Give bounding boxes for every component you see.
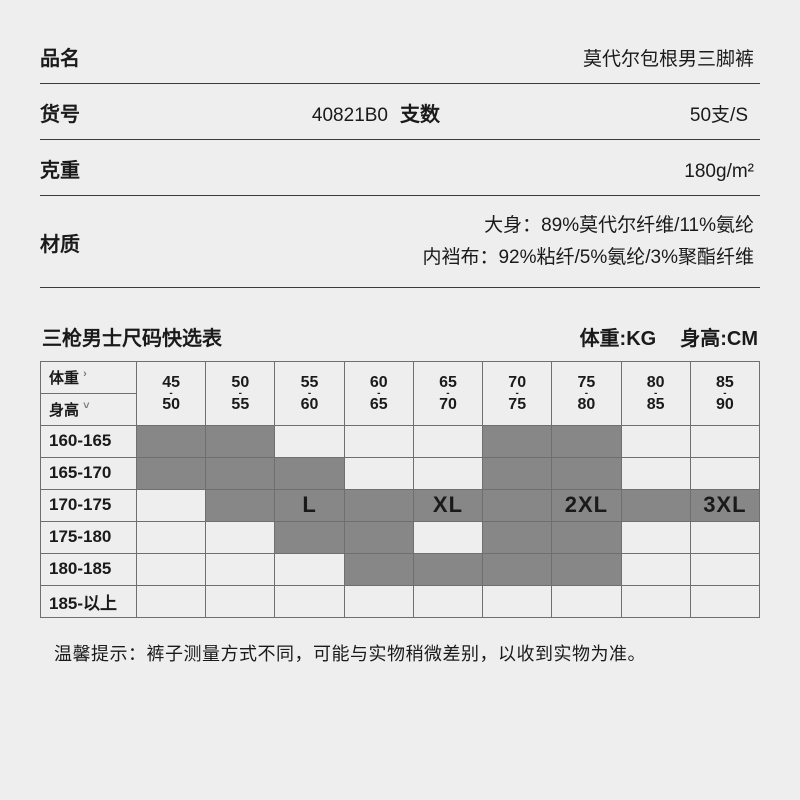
spec-row-weight: 克重 180g/m² [40, 140, 760, 196]
col-weight-0: 45-50 [137, 361, 206, 425]
spec-value-material: 大身：89%莫代尔纤维/11%氨纶 内裆布：92%粘纤/5%氨纶/3%聚酯纤维 [80, 210, 760, 275]
cell-1-3 [344, 457, 413, 489]
cell-5-4 [413, 585, 482, 617]
spec-value-weight: 180g/m² [80, 161, 760, 183]
col-weight-7: 80-85 [621, 361, 690, 425]
cell-1-2 [275, 457, 344, 489]
cell-4-6 [552, 553, 621, 585]
spec-row-name: 品名 莫代尔包根男三脚裤 [40, 28, 760, 84]
cell-5-8 [690, 585, 759, 617]
col-weight-8: 85-90 [690, 361, 759, 425]
col-weight-4: 65-70 [413, 361, 482, 425]
size-chart: 三枪男士尺码快选表 体重:KG 身高:CM 体重 ›45-5050-5555-6… [40, 322, 760, 618]
cell-2-1 [206, 489, 275, 521]
cell-2-6: 2XL [552, 489, 621, 521]
spec-row-sku-count: 货号 40821B0 支数 50支/S [40, 84, 760, 140]
spec-value-sku: 40821B0 [80, 105, 400, 127]
spec-label-material: 材质 [40, 228, 80, 257]
spec-label-count: 支数 [400, 98, 440, 127]
cell-1-8 [690, 457, 759, 489]
size-chart-header: 三枪男士尺码快选表 体重:KG 身高:CM [40, 322, 760, 361]
spec-value-count: 50支/S [440, 100, 760, 127]
unit-weight: 体重:KG [580, 322, 657, 351]
col-weight-2: 55-60 [275, 361, 344, 425]
cell-3-8 [690, 521, 759, 553]
corner-height: 身高 ˅ [41, 393, 137, 425]
cell-0-8 [690, 425, 759, 457]
corner-weight: 体重 › [41, 361, 137, 393]
cell-4-2 [275, 553, 344, 585]
cell-5-2 [275, 585, 344, 617]
cell-0-1 [206, 425, 275, 457]
row-height-5: 185-以上 [41, 585, 137, 617]
col-weight-5: 70-75 [483, 361, 552, 425]
cell-3-6 [552, 521, 621, 553]
cell-0-7 [621, 425, 690, 457]
cell-4-0 [137, 553, 206, 585]
cell-4-8 [690, 553, 759, 585]
spec-label-name: 品名 [40, 42, 80, 71]
cell-5-3 [344, 585, 413, 617]
cell-4-5 [483, 553, 552, 585]
spec-label-weight: 克重 [40, 154, 80, 183]
cell-2-0 [137, 489, 206, 521]
size-chart-title: 三枪男士尺码快选表 [42, 322, 222, 351]
row-height-4: 180-185 [41, 553, 137, 585]
cell-1-7 [621, 457, 690, 489]
cell-2-8: 3XL [690, 489, 759, 521]
row-height-3: 175-180 [41, 521, 137, 553]
unit-height: 身高:CM [680, 322, 758, 351]
cell-5-7 [621, 585, 690, 617]
cell-5-0 [137, 585, 206, 617]
cell-0-3 [344, 425, 413, 457]
cell-3-0 [137, 521, 206, 553]
cell-2-4: XL [413, 489, 482, 521]
spec-row-material: 材质 大身：89%莫代尔纤维/11%氨纶 内裆布：92%粘纤/5%氨纶/3%聚酯… [40, 196, 760, 288]
cell-2-5 [483, 489, 552, 521]
col-weight-6: 75-80 [552, 361, 621, 425]
cell-5-6 [552, 585, 621, 617]
cell-4-7 [621, 553, 690, 585]
cell-4-1 [206, 553, 275, 585]
row-height-2: 170-175 [41, 489, 137, 521]
col-weight-3: 60-65 [344, 361, 413, 425]
cell-0-0 [137, 425, 206, 457]
row-height-1: 165-170 [41, 457, 137, 489]
cell-1-6 [552, 457, 621, 489]
cell-5-5 [483, 585, 552, 617]
row-height-0: 160-165 [41, 425, 137, 457]
cell-3-4 [413, 521, 482, 553]
cell-1-1 [206, 457, 275, 489]
cell-1-0 [137, 457, 206, 489]
cell-3-3 [344, 521, 413, 553]
cell-3-5 [483, 521, 552, 553]
cell-0-4 [413, 425, 482, 457]
cell-4-4 [413, 553, 482, 585]
material-line1: 大身：89%莫代尔纤维/11%氨纶 [80, 210, 754, 242]
cell-4-3 [344, 553, 413, 585]
size-table: 体重 ›45-5050-5555-6060-6565-7070-7575-808… [40, 361, 760, 618]
cell-2-2: L [275, 489, 344, 521]
cell-2-7 [621, 489, 690, 521]
cell-0-6 [552, 425, 621, 457]
footnote: 温馨提示：裤子测量方式不同，可能与实物稍微差别，以收到实物为准。 [40, 640, 760, 666]
col-weight-1: 50-55 [206, 361, 275, 425]
cell-3-1 [206, 521, 275, 553]
cell-0-5 [483, 425, 552, 457]
cell-3-7 [621, 521, 690, 553]
spec-value-name: 莫代尔包根男三脚裤 [80, 44, 760, 71]
cell-1-5 [483, 457, 552, 489]
cell-3-2 [275, 521, 344, 553]
cell-1-4 [413, 457, 482, 489]
cell-0-2 [275, 425, 344, 457]
cell-5-1 [206, 585, 275, 617]
material-line2: 内裆布：92%粘纤/5%氨纶/3%聚酯纤维 [80, 242, 754, 274]
spec-label-sku: 货号 [40, 98, 80, 127]
cell-2-3 [344, 489, 413, 521]
